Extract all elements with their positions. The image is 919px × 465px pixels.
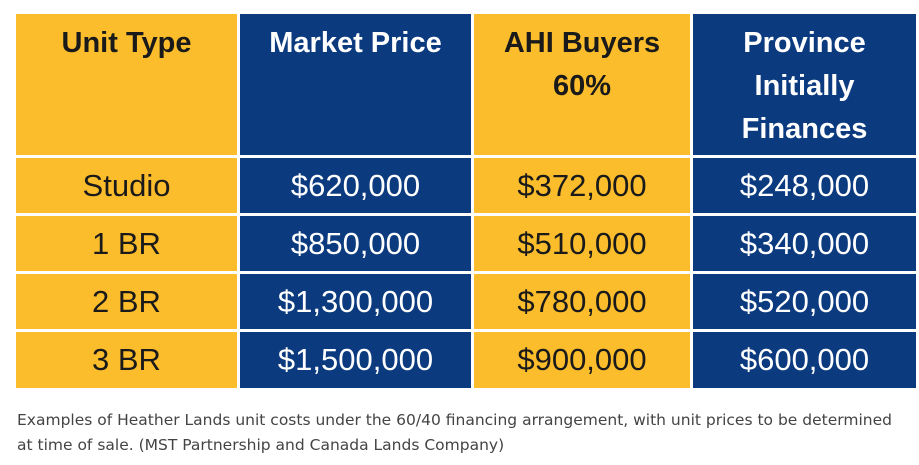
header-unit-type: Unit Type: [16, 14, 237, 155]
cell-text: 2 BR: [92, 283, 161, 319]
row-3br-ahi-buyers: $900,000: [474, 332, 690, 388]
cell-text: $600,000: [739, 342, 870, 377]
cell-text: $780,000: [517, 283, 647, 319]
header-unit-type-label: Unit Type: [61, 27, 192, 59]
image-caption: Examples of Heather Lands unit costs und…: [17, 411, 892, 454]
cell-text: $248,000: [739, 167, 870, 203]
row-2br-province: $520,000: [693, 274, 916, 329]
row-3br-unit-type: 3 BR: [16, 332, 237, 388]
cell-text: $1,500,000: [277, 342, 434, 377]
row-2br-ahi-buyers: $780,000: [474, 274, 690, 329]
row-studio-market-price: $620,000: [240, 158, 471, 213]
header-ahi-buyers: AHI Buyers 60%: [474, 14, 690, 155]
cell-text: $520,000: [739, 283, 870, 319]
cell-text: $1,300,000: [277, 283, 434, 319]
header-province-finances-label: Province Initially Finances: [741, 27, 868, 145]
row-2br-market-price: $1,300,000: [240, 274, 471, 329]
header-province-finances: Province Initially Finances: [693, 14, 916, 155]
row-studio-ahi-buyers: $372,000: [474, 158, 690, 213]
cell-text: $620,000: [290, 167, 421, 203]
unit-cost-table: Unit Type Market Price AHI Buyers 60% Pr…: [16, 14, 916, 388]
row-3br-market-price: $1,500,000: [240, 332, 471, 388]
row-1br-unit-type: 1 BR: [16, 216, 237, 271]
cell-text: $340,000: [739, 225, 870, 261]
header-market-price: Market Price: [240, 14, 471, 155]
cell-text: $372,000: [517, 167, 647, 203]
row-studio-unit-type: Studio: [16, 158, 237, 213]
cell-text: 3 BR: [92, 342, 161, 377]
header-ahi-buyers-label: AHI Buyers 60%: [503, 27, 661, 102]
header-market-price-label: Market Price: [269, 27, 442, 59]
cell-text: $510,000: [517, 225, 647, 261]
cell-text: $850,000: [290, 225, 421, 261]
row-2br-unit-type: 2 BR: [16, 274, 237, 329]
row-1br-market-price: $850,000: [240, 216, 471, 271]
row-1br-province: $340,000: [693, 216, 916, 271]
row-3br-province: $600,000: [693, 332, 916, 388]
row-studio-province: $248,000: [693, 158, 916, 213]
cell-text: 1 BR: [92, 225, 161, 261]
row-1br-ahi-buyers: $510,000: [474, 216, 690, 271]
cell-text: Studio: [82, 167, 171, 203]
cell-text: $900,000: [517, 342, 647, 377]
